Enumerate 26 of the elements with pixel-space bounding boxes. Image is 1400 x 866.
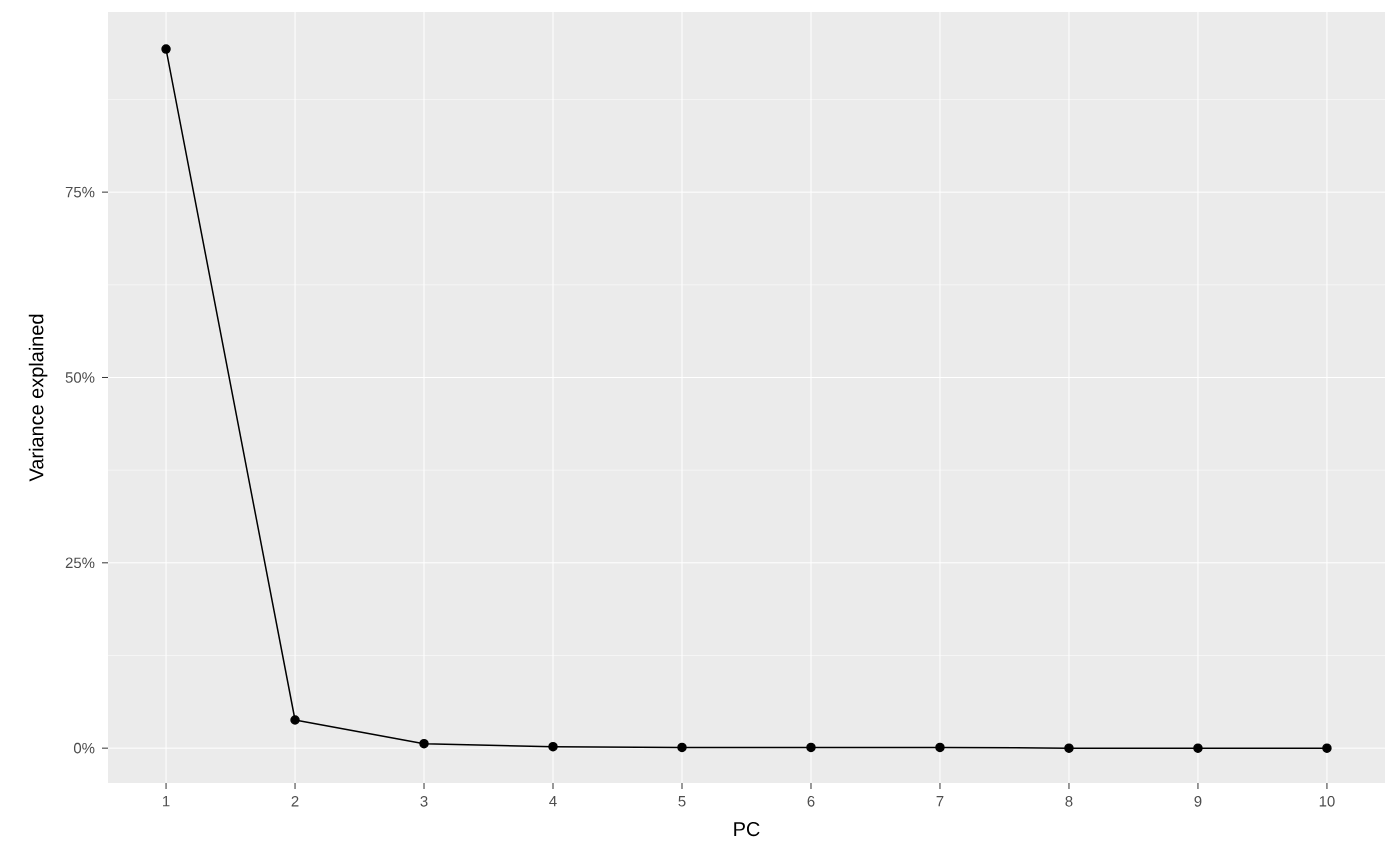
x-tick-label: 3 <box>420 796 428 807</box>
x-axis-title: PC <box>734 822 760 837</box>
point <box>1322 743 1332 753</box>
point <box>161 44 171 54</box>
y-tick-label: 75% <box>65 186 95 198</box>
point <box>806 742 816 753</box>
point <box>548 741 558 752</box>
x-tick-label: 8 <box>1065 796 1073 807</box>
y-tick-label: 25% <box>65 557 95 569</box>
x-tick-label: 7 <box>936 796 944 807</box>
y-axis-title: Variance explained <box>28 314 48 482</box>
point <box>1064 743 1074 753</box>
x-tick-label: 2 <box>291 796 299 807</box>
x-tick-label: 4 <box>549 796 557 807</box>
point <box>677 742 687 753</box>
x-tick-label: 10 <box>1319 796 1335 807</box>
point <box>1193 743 1203 753</box>
point <box>935 742 945 753</box>
x-tick-label: 1 <box>163 796 170 807</box>
y-tick-label: 50% <box>65 372 95 383</box>
point <box>419 738 429 749</box>
x-tick-label: 9 <box>1194 796 1202 807</box>
point <box>290 715 300 725</box>
x-tick-label: 5 <box>678 796 686 807</box>
y-tick-label: 0% <box>73 742 95 754</box>
x-tick-label: 6 <box>807 796 815 807</box>
